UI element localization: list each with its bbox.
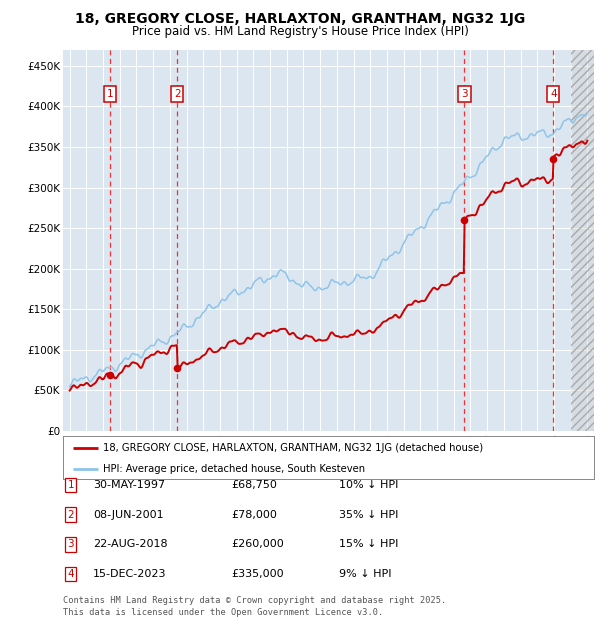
Text: 2: 2	[174, 89, 181, 99]
Text: £335,000: £335,000	[231, 569, 284, 579]
Text: 15% ↓ HPI: 15% ↓ HPI	[339, 539, 398, 549]
Text: 4: 4	[550, 89, 557, 99]
Text: 35% ↓ HPI: 35% ↓ HPI	[339, 510, 398, 520]
Text: 08-JUN-2001: 08-JUN-2001	[93, 510, 164, 520]
Text: 18, GREGORY CLOSE, HARLAXTON, GRANTHAM, NG32 1JG (detached house): 18, GREGORY CLOSE, HARLAXTON, GRANTHAM, …	[103, 443, 483, 453]
Text: 1: 1	[107, 89, 113, 99]
Text: 4: 4	[67, 569, 74, 579]
Bar	[571, 50, 594, 431]
Text: 3: 3	[461, 89, 468, 99]
Text: 1: 1	[67, 480, 74, 490]
Text: £260,000: £260,000	[231, 539, 284, 549]
Text: 22-AUG-2018: 22-AUG-2018	[93, 539, 167, 549]
Text: 9% ↓ HPI: 9% ↓ HPI	[339, 569, 391, 579]
Text: £78,000: £78,000	[231, 510, 277, 520]
Text: 30-MAY-1997: 30-MAY-1997	[93, 480, 165, 490]
Text: 15-DEC-2023: 15-DEC-2023	[93, 569, 167, 579]
Text: 10% ↓ HPI: 10% ↓ HPI	[339, 480, 398, 490]
Text: 3: 3	[67, 539, 74, 549]
Text: HPI: Average price, detached house, South Kesteven: HPI: Average price, detached house, Sout…	[103, 464, 365, 474]
Text: Contains HM Land Registry data © Crown copyright and database right 2025.
This d: Contains HM Land Registry data © Crown c…	[63, 596, 446, 617]
Text: 18, GREGORY CLOSE, HARLAXTON, GRANTHAM, NG32 1JG: 18, GREGORY CLOSE, HARLAXTON, GRANTHAM, …	[75, 12, 525, 27]
Text: 2: 2	[67, 510, 74, 520]
Text: £68,750: £68,750	[231, 480, 277, 490]
Text: Price paid vs. HM Land Registry's House Price Index (HPI): Price paid vs. HM Land Registry's House …	[131, 25, 469, 38]
Bar	[571, 50, 594, 431]
